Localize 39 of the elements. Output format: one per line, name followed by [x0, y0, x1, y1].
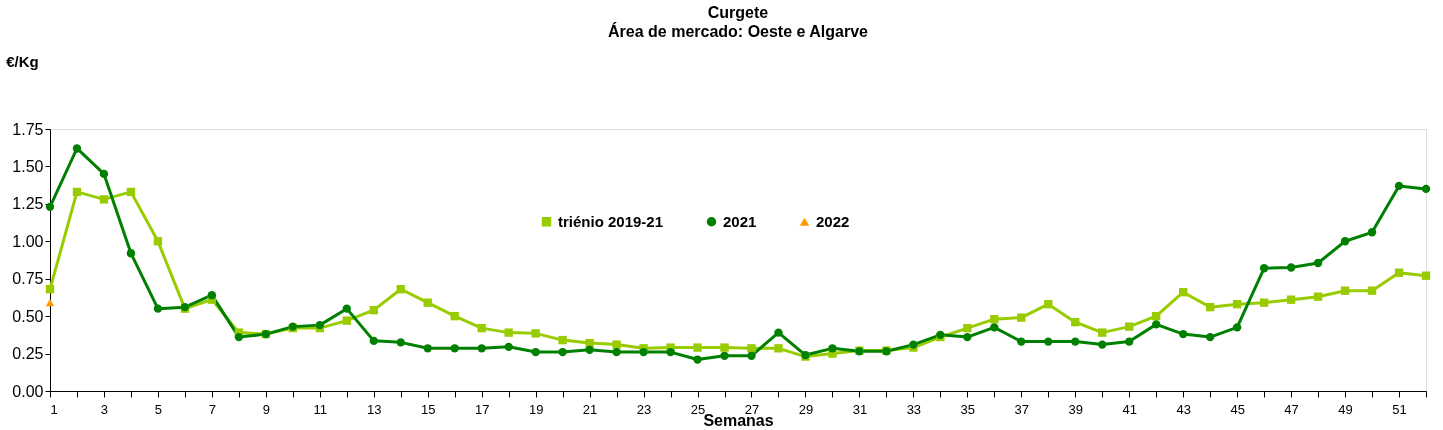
x-tick-label: 11	[313, 401, 328, 417]
x-tick-label: 29	[798, 401, 814, 417]
y-tick-label: 1.50	[12, 157, 44, 175]
x-tick-label: 21	[582, 401, 598, 417]
y-axis-title: €/Kg	[6, 52, 39, 70]
x-tick-label: 15	[420, 401, 436, 417]
x-tick-label: 35	[960, 401, 976, 417]
y-tick-label: 0.75	[12, 270, 44, 288]
y-tick-label: 0.50	[12, 307, 44, 325]
x-tick-label: 31	[852, 401, 868, 417]
legend-label: 2022	[816, 212, 850, 230]
legend-label: 2021	[723, 212, 757, 230]
x-tick-label: 33	[906, 401, 922, 417]
x-tick-label: 39	[1068, 401, 1083, 417]
y-tick-label: 1.25	[12, 195, 44, 213]
y-tick-label: 1.75	[12, 120, 44, 138]
x-tick-label: 37	[1014, 401, 1030, 417]
x-tick-label: 41	[1122, 401, 1137, 417]
x-tick-label: 51	[1392, 401, 1407, 417]
x-tick-label: 17	[474, 401, 490, 417]
x-tick-label: 13	[367, 401, 382, 417]
chart-subtitle: Área de mercado: Oeste e Algarve	[608, 22, 869, 40]
x-tick-label: 27	[744, 401, 760, 417]
chart-title: Curgete	[707, 4, 769, 21]
legend-label: triénio 2019-21	[558, 212, 664, 230]
x-tick-label: 19	[528, 401, 544, 417]
x-tick-label: 49	[1338, 401, 1353, 417]
x-tick-label: 5	[154, 401, 163, 417]
y-tick-label: 0.25	[12, 345, 44, 363]
y-tick-label: 0.00	[12, 382, 44, 400]
x-tick-label: 9	[262, 401, 270, 417]
x-tick-label: 45	[1230, 401, 1245, 417]
x-tick-label: 23	[636, 401, 652, 417]
x-tick-label: 47	[1284, 401, 1299, 417]
x-tick-label: 3	[100, 401, 109, 417]
y-tick-label: 1.00	[12, 232, 44, 250]
x-tick-label: 1	[50, 401, 58, 417]
x-tick-label: 7	[208, 401, 216, 417]
x-tick-label: 43	[1176, 401, 1191, 417]
